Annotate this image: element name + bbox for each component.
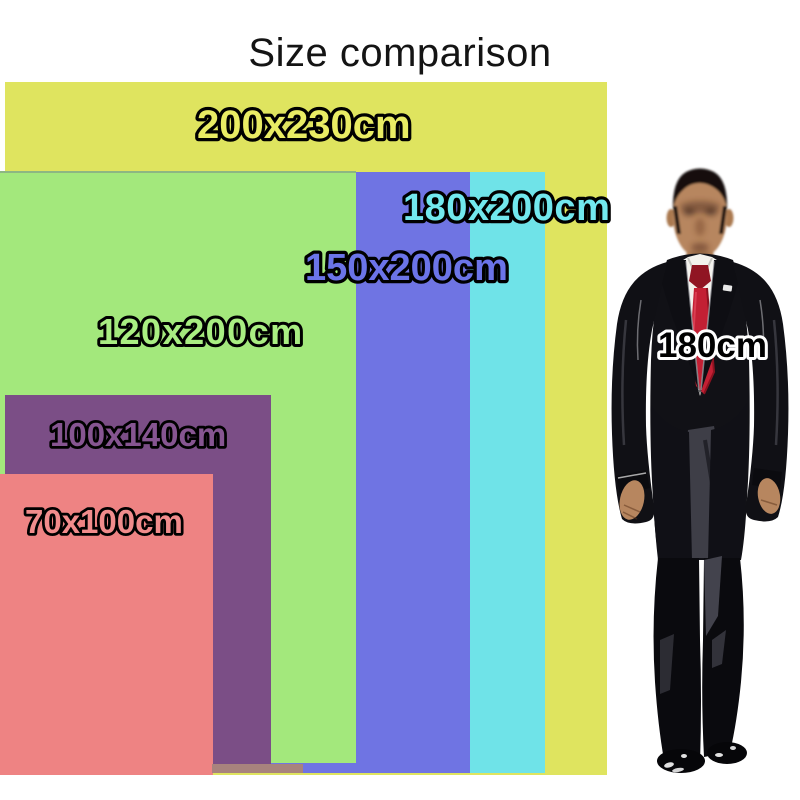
size-label-70x100cm: 70x100cm — [25, 503, 183, 540]
chart-title: Size comparison — [248, 31, 552, 75]
hands — [616, 468, 782, 520]
shoes — [657, 742, 747, 773]
size-label-200x230cm: 200x230cm — [197, 103, 411, 147]
person-height-label: 180cm — [658, 326, 767, 365]
size-rect-70x100cm — [0, 474, 213, 775]
size-label-180x200cm: 180x200cm — [403, 187, 610, 229]
hair — [672, 168, 728, 210]
lapels — [662, 260, 738, 394]
trousers — [651, 403, 747, 764]
size-label-150x200cm: 150x200cm — [305, 247, 508, 289]
person-figure — [611, 168, 789, 773]
size-label-120x200cm: 120x200cm — [98, 311, 304, 352]
lapel-pin — [722, 284, 733, 292]
rect-bottom-overlap-shade — [212, 764, 303, 773]
size-label-100x140cm: 100x140cm — [50, 416, 226, 453]
